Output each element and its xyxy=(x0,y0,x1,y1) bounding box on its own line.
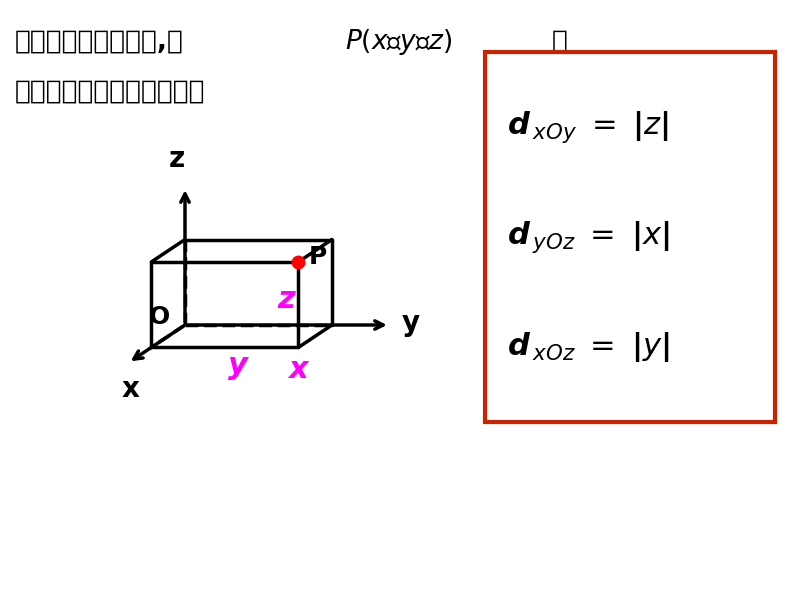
Text: O: O xyxy=(149,305,170,329)
Text: z: z xyxy=(169,145,185,173)
Text: y: y xyxy=(227,351,247,380)
Text: $\boldsymbol{d}_{\,yOz}\ =\ \boldsymbol{|}x\boldsymbol{|}$: $\boldsymbol{d}_{\,yOz}\ =\ \boldsymbol{… xyxy=(507,219,670,255)
Text: $\boldsymbol{d}_{\,xOy}\ =\ \boldsymbol{|}z\boldsymbol{|}$: $\boldsymbol{d}_{\,xOy}\ =\ \boldsymbol{… xyxy=(507,109,669,145)
Bar xyxy=(485,52,775,422)
Text: y: y xyxy=(402,309,420,337)
Text: 在空间直角坐标系中,点: 在空间直角坐标系中,点 xyxy=(15,29,184,55)
Text: z: z xyxy=(277,285,294,314)
Text: $\mathit{P}(\mathit{x}$，$\mathit{y}$，$\mathit{z})$: $\mathit{P}(\mathit{x}$，$\mathit{y}$，$\m… xyxy=(345,27,453,57)
Text: 到: 到 xyxy=(552,29,568,55)
Text: 坐标平面的距离，怎么求？: 坐标平面的距离，怎么求？ xyxy=(15,79,206,105)
Text: $\boldsymbol{d}_{\,xOz}\ =\ \boldsymbol{|}y\boldsymbol{|}$: $\boldsymbol{d}_{\,xOz}\ =\ \boldsymbol{… xyxy=(507,330,670,364)
Text: x: x xyxy=(288,355,307,384)
Text: x: x xyxy=(122,375,139,403)
Text: P: P xyxy=(309,245,326,269)
